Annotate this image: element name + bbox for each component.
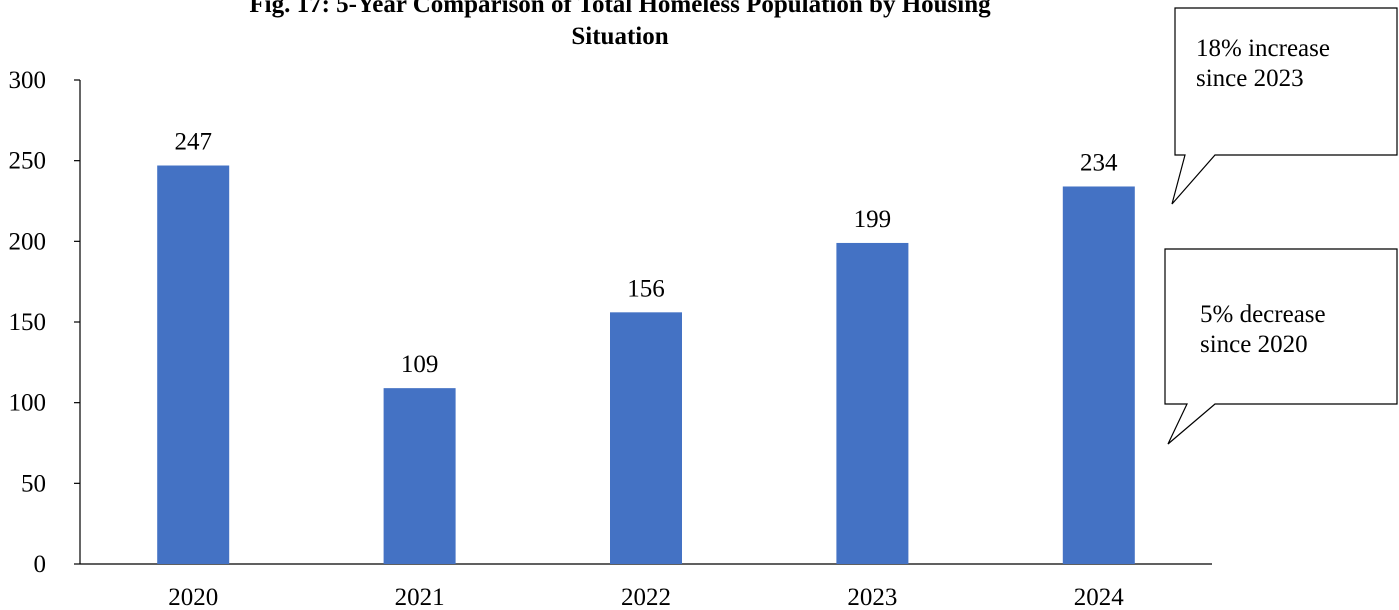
callout-1-line-2: since 2023 (1196, 65, 1304, 92)
data-label-2020: 247 (174, 129, 212, 156)
x-tick-label-2024: 2024 (1074, 584, 1125, 610)
callout-box-2 (1164, 248, 1398, 445)
data-label-2021: 109 (401, 351, 439, 378)
bar-series (157, 165, 1135, 565)
y-tick-label: 0 (34, 551, 47, 578)
bar-2024 (1062, 186, 1135, 565)
x-tick-label-2020: 2020 (168, 584, 218, 610)
data-label-2023: 199 (854, 206, 892, 233)
data-label-2022: 156 (627, 275, 665, 302)
y-tick-label: 200 (9, 228, 47, 255)
y-tick-label: 250 (9, 148, 47, 175)
x-tick-label-2023: 2023 (847, 584, 897, 610)
bar-2022 (610, 312, 682, 564)
y-tick-label: 50 (21, 470, 46, 497)
x-tick-label-2021: 2021 (395, 584, 445, 610)
chart-title-line-1: Fig. 17: 5-Year Comparison of Total Home… (249, 0, 991, 18)
bar-2021 (383, 388, 456, 564)
callout-box-1 (1171, 7, 1398, 205)
callout-1-line-1: 18% increase (1196, 35, 1330, 62)
callout-2-line-1: 5% decrease (1200, 301, 1326, 328)
y-tick-label: 150 (9, 309, 47, 336)
data-labels: 247 109 156 199 234 (174, 129, 1118, 379)
y-tick-label: 100 (9, 390, 47, 417)
callout-2-line-2: since 2020 (1200, 331, 1308, 358)
data-label-2024: 234 (1080, 149, 1118, 176)
chart-title: Fig. 17: 5-Year Comparison of Total Home… (249, 0, 991, 50)
x-tick-label-2022: 2022 (621, 584, 671, 610)
callout-annotations: 18% increase since 2023 5% decrease since 2… (1164, 7, 1398, 445)
y-tick-label: 300 (9, 67, 47, 94)
bar-2020 (157, 165, 230, 565)
chart-title-line-2: Situation (571, 23, 668, 50)
bar-2023 (836, 242, 909, 565)
chart-axes: 0 50 100 150 200 250 300 2020 2021 2022 2023 2024 (9, 67, 1212, 610)
